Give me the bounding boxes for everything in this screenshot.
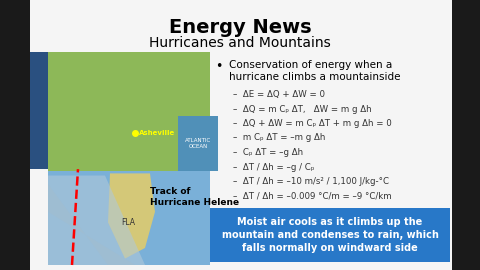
Text: –  ΔT / Δh = –10 m/s² / 1,100 J/kg-°C: – ΔT / Δh = –10 m/s² / 1,100 J/kg-°C bbox=[233, 177, 389, 186]
Text: –  m Cₚ ΔT = –m g Δh: – m Cₚ ΔT = –m g Δh bbox=[233, 133, 325, 143]
Polygon shape bbox=[48, 184, 135, 265]
FancyBboxPatch shape bbox=[0, 0, 30, 270]
Text: –  ΔT / Δh = –0.009 °C/m = –9 °C/km: – ΔT / Δh = –0.009 °C/m = –9 °C/km bbox=[233, 191, 392, 201]
Text: –  ΔQ + ΔW = m Cₚ ΔT + m g Δh = 0: – ΔQ + ΔW = m Cₚ ΔT + m g Δh = 0 bbox=[233, 119, 392, 128]
FancyBboxPatch shape bbox=[48, 52, 210, 171]
Text: –  ΔQ = m Cₚ ΔT,   ΔW = m g Δh: – ΔQ = m Cₚ ΔT, ΔW = m g Δh bbox=[233, 104, 372, 113]
Text: Moist air cools as it climbs up the
mountain and condenses to rain, which
falls : Moist air cools as it climbs up the moun… bbox=[222, 217, 438, 253]
Text: Asheville: Asheville bbox=[139, 130, 175, 136]
Text: hurricane climbs a mountainside: hurricane climbs a mountainside bbox=[229, 72, 400, 82]
Text: –  ΔE = ΔQ + ΔW = 0: – ΔE = ΔQ + ΔW = 0 bbox=[233, 90, 325, 99]
Text: Track of
Hurricane Helene: Track of Hurricane Helene bbox=[150, 187, 239, 207]
Text: Hurricanes and Mountains: Hurricanes and Mountains bbox=[149, 36, 331, 50]
FancyBboxPatch shape bbox=[30, 0, 452, 270]
Text: FLA: FLA bbox=[121, 218, 135, 227]
FancyBboxPatch shape bbox=[452, 0, 480, 270]
Text: –  Cₚ ΔT = –g Δh: – Cₚ ΔT = –g Δh bbox=[233, 148, 303, 157]
FancyBboxPatch shape bbox=[210, 208, 450, 262]
FancyBboxPatch shape bbox=[30, 52, 48, 169]
FancyBboxPatch shape bbox=[48, 52, 210, 265]
Text: •: • bbox=[215, 60, 222, 73]
Polygon shape bbox=[48, 176, 145, 265]
FancyBboxPatch shape bbox=[178, 116, 218, 171]
Text: Energy News: Energy News bbox=[168, 18, 312, 37]
Text: Conservation of energy when a: Conservation of energy when a bbox=[229, 60, 392, 70]
Polygon shape bbox=[108, 173, 155, 259]
Text: –  ΔT / Δh = –g / Cₚ: – ΔT / Δh = –g / Cₚ bbox=[233, 163, 314, 171]
Text: ATLANTIC
OCEAN: ATLANTIC OCEAN bbox=[185, 138, 211, 149]
